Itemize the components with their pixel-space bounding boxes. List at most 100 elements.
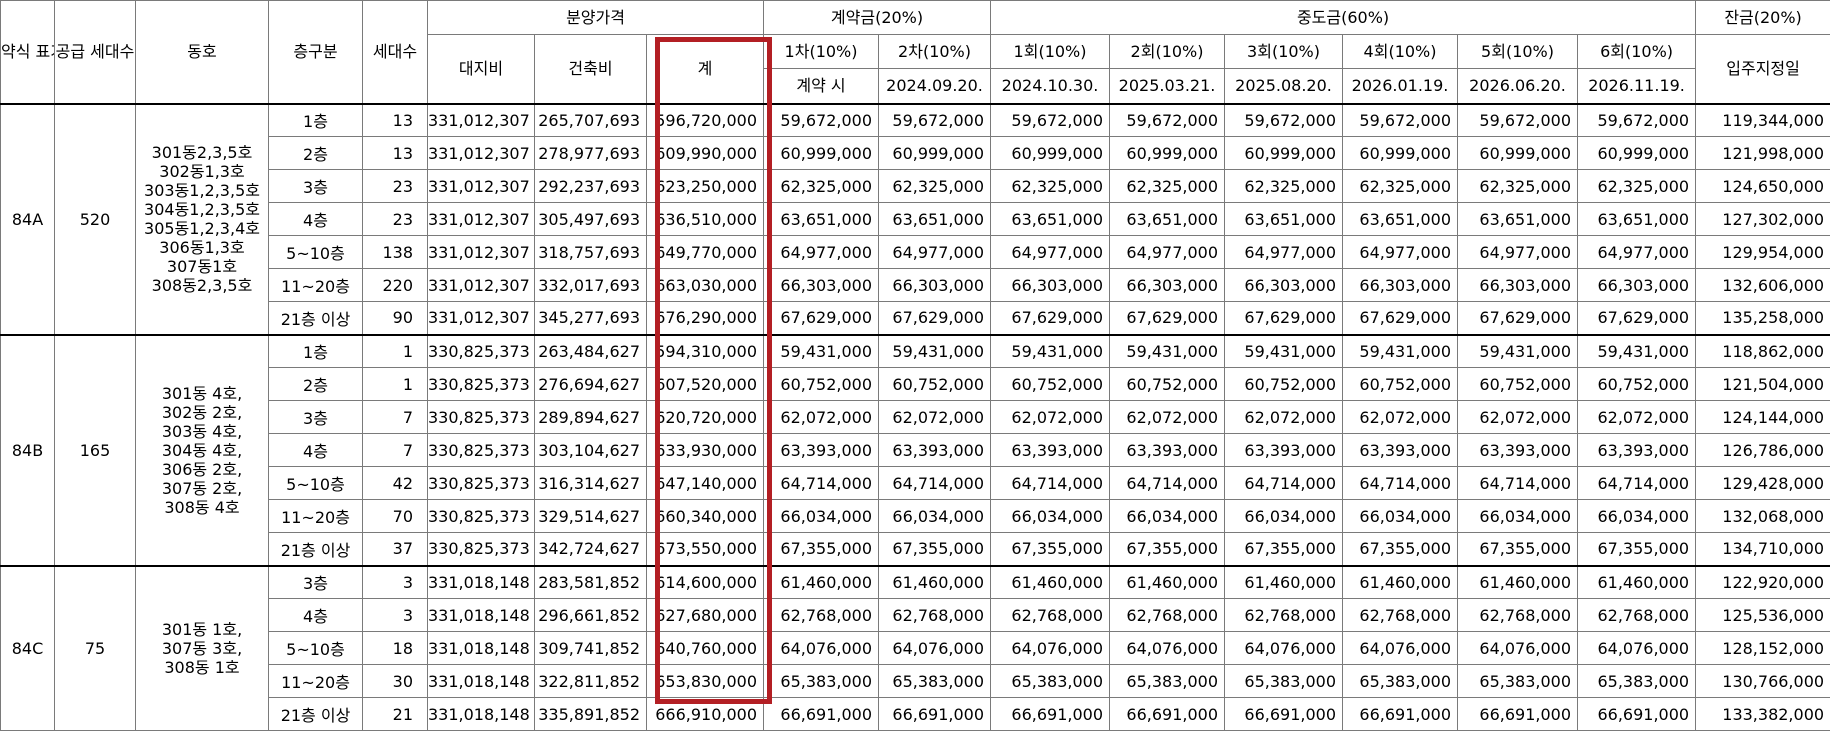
abbr-header: 약식 표기 [1, 1, 55, 104]
units-cell: 1 [363, 368, 428, 401]
units-cell: 3 [363, 566, 428, 599]
interim-payment-cell: 62,072,000 [1458, 401, 1578, 434]
total-price-cell: 594,310,000 [647, 335, 764, 368]
interim-payment-cell: 59,672,000 [991, 104, 1110, 137]
interim-payment-cell: 67,629,000 [1110, 302, 1225, 335]
deposit-1-cell: 64,076,000 [764, 632, 879, 665]
interim-payment-cell: 59,672,000 [1110, 104, 1225, 137]
interim-payment-cell: 66,691,000 [1578, 698, 1696, 731]
floor-cell: 1층 [269, 104, 363, 137]
units-cell: 30 [363, 665, 428, 698]
interim-payment-cell: 67,355,000 [991, 533, 1110, 566]
floor-cell: 4층 [269, 203, 363, 236]
total-price-cell: 609,990,000 [647, 137, 764, 170]
interim-payment-cell: 62,072,000 [1225, 401, 1343, 434]
deposit-2-cell: 66,691,000 [879, 698, 991, 731]
interim-payment-cell: 64,076,000 [991, 632, 1110, 665]
interim-payment-cell: 60,752,000 [1225, 368, 1343, 401]
building-cost-cell: 276,694,627 [535, 368, 647, 401]
interim-payment-cell: 60,999,000 [1225, 137, 1343, 170]
interim-payment-cell: 67,355,000 [1225, 533, 1343, 566]
land-cost-cell: 330,825,373 [428, 434, 535, 467]
interim-payment-cell: 64,076,000 [1343, 632, 1458, 665]
dong-ho-line: 308동2,3,5호 [136, 276, 268, 295]
total-header: 계 [647, 35, 764, 104]
interim-payment-cell: 63,651,000 [1578, 203, 1696, 236]
building-cost-cell: 263,484,627 [535, 335, 647, 368]
interim-payment-cell: 62,768,000 [1225, 599, 1343, 632]
interim-payment-cell: 63,393,000 [1110, 434, 1225, 467]
deposit-2-cell: 62,072,000 [879, 401, 991, 434]
floor-cell: 11~20층 [269, 500, 363, 533]
deposit-1-cell: 65,383,000 [764, 665, 879, 698]
building-cost-cell: 305,497,693 [535, 203, 647, 236]
deposit-1-cell: 66,691,000 [764, 698, 879, 731]
deposit-1-cell: 66,034,000 [764, 500, 879, 533]
land-cost-cell: 331,012,307 [428, 236, 535, 269]
interim-payment-cell: 62,325,000 [1578, 170, 1696, 203]
balance-cell: 122,920,000 [1696, 566, 1830, 599]
interim-payment-cell: 66,303,000 [991, 269, 1110, 302]
supply-cell: 520 [55, 104, 136, 335]
interim-payment-cell: 62,072,000 [1110, 401, 1225, 434]
dong-ho-line: 302동1,3호 [136, 162, 268, 181]
interim-round-date: 2026.06.20. [1458, 69, 1578, 104]
total-price-cell: 623,250,000 [647, 170, 764, 203]
building-cost-cell: 296,661,852 [535, 599, 647, 632]
interim-payment-cell: 66,034,000 [1458, 500, 1578, 533]
interim-round-date: 2025.03.21. [1110, 69, 1225, 104]
deposit-2-cell: 62,768,000 [879, 599, 991, 632]
dong-ho-line: 308동 1호 [136, 658, 268, 677]
interim-payment-cell: 59,431,000 [1578, 335, 1696, 368]
deposit-2-cell: 64,714,000 [879, 467, 991, 500]
dong-ho-line: 305동1,2,3,4호 [136, 219, 268, 238]
interim-payment-cell: 62,072,000 [1343, 401, 1458, 434]
deposit-2-cell: 64,977,000 [879, 236, 991, 269]
dong-ho-line: 303동1,2,3,5호 [136, 181, 268, 200]
dong-ho-line: 307동 2호, [136, 479, 268, 498]
interim-payment-cell: 62,325,000 [991, 170, 1110, 203]
building-cost-cell: 265,707,693 [535, 104, 647, 137]
supply-cell: 165 [55, 335, 136, 566]
deposit-2-cell: 62,325,000 [879, 170, 991, 203]
balance-cell: 124,650,000 [1696, 170, 1830, 203]
interim-payment-cell: 64,076,000 [1110, 632, 1225, 665]
dong-ho-line: 303동 4호, [136, 422, 268, 441]
dong-ho-line: 304동1,2,3,5호 [136, 200, 268, 219]
floor-cell: 21층 이상 [269, 533, 363, 566]
floor-cell: 2층 [269, 368, 363, 401]
interim-payment-cell: 65,383,000 [1458, 665, 1578, 698]
interim-payment-cell: 64,977,000 [1343, 236, 1458, 269]
building-cost-cell: 309,741,852 [535, 632, 647, 665]
interim-round-header: 5회(10%) [1458, 35, 1578, 69]
interim-payment-cell: 66,034,000 [1225, 500, 1343, 533]
floor-cell: 3층 [269, 170, 363, 203]
balance-cell: 118,862,000 [1696, 335, 1830, 368]
units-header: 세대수 [363, 1, 428, 104]
balance-cell: 125,536,000 [1696, 599, 1830, 632]
abbr-cell: 84C [1, 566, 55, 731]
floor-cell: 11~20층 [269, 665, 363, 698]
deposit-1-cell: 60,752,000 [764, 368, 879, 401]
interim-payment-cell: 59,672,000 [1225, 104, 1343, 137]
floor-cell: 3층 [269, 566, 363, 599]
interim-payment-cell: 62,768,000 [991, 599, 1110, 632]
interim-payment-cell: 63,393,000 [1578, 434, 1696, 467]
interim-payment-cell: 59,431,000 [1110, 335, 1225, 368]
deposit-1-header: 1차(10%) [764, 35, 879, 69]
dong-ho-line: 302동 2호, [136, 403, 268, 422]
units-cell: 70 [363, 500, 428, 533]
interim-payment-cell: 60,752,000 [1578, 368, 1696, 401]
floor-header: 층구분 [269, 1, 363, 104]
interim-payment-cell: 63,393,000 [1225, 434, 1343, 467]
balance-cell: 132,606,000 [1696, 269, 1830, 302]
total-price-cell: 663,030,000 [647, 269, 764, 302]
